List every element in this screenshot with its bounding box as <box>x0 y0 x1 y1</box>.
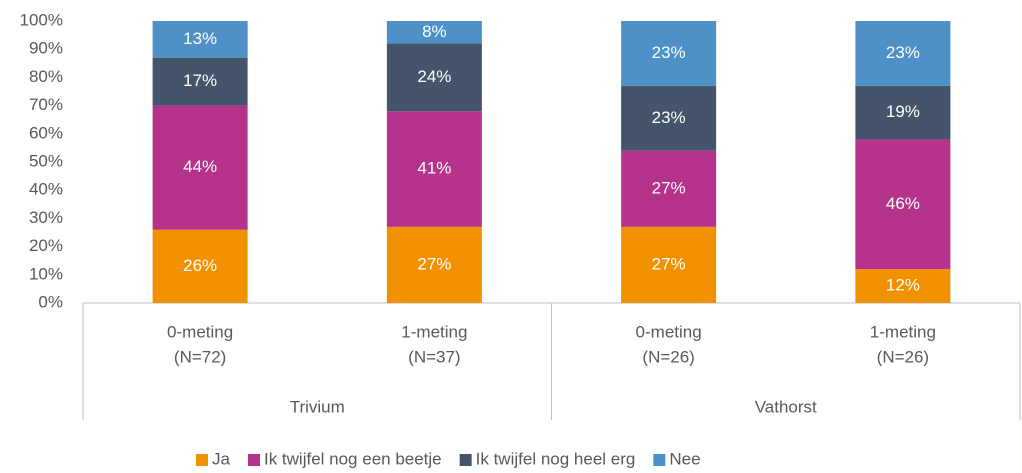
y-tick-label: 70% <box>29 95 63 114</box>
data-label: 23% <box>652 108 686 127</box>
bar-segment <box>152 105 248 230</box>
bar-segment <box>621 85 717 151</box>
bar-segment <box>386 111 482 227</box>
data-label: 26% <box>183 256 217 275</box>
legend-label: Ja <box>212 449 231 468</box>
legend-swatch <box>196 454 208 466</box>
data-label: 27% <box>417 254 451 273</box>
legend-label: Ik twijfel nog heel erg <box>476 449 636 468</box>
data-label: 19% <box>886 102 920 121</box>
bar-segment <box>152 229 248 303</box>
x-tick-label: 1-meting <box>401 322 467 341</box>
group-label: Trivium <box>290 397 345 416</box>
legend-swatch <box>459 454 472 466</box>
data-label: 23% <box>652 43 686 62</box>
bar-segment <box>621 226 717 303</box>
legend-label: Nee <box>669 449 700 468</box>
data-label: 17% <box>183 71 217 90</box>
data-label: 44% <box>183 157 217 176</box>
y-tick-label: 40% <box>29 180 63 199</box>
bar-segment <box>386 43 482 112</box>
x-tick-label: (N=26) <box>642 347 694 366</box>
bar-segment <box>386 226 482 303</box>
bar-segment <box>855 269 951 303</box>
x-tick-label: (N=26) <box>877 347 929 366</box>
bar-segment <box>386 21 482 44</box>
x-tick-label: 0-meting <box>636 322 702 341</box>
bar-segment <box>855 139 951 270</box>
data-label: 8% <box>422 22 447 41</box>
x-tick-label: 0-meting <box>167 322 233 341</box>
data-label: 23% <box>886 43 920 62</box>
y-tick-label: 10% <box>29 264 63 283</box>
x-tick-label: 1-meting <box>870 322 936 341</box>
bar-segment <box>152 21 248 58</box>
y-tick-label: 50% <box>29 151 63 170</box>
y-tick-label: 30% <box>29 208 63 227</box>
legend-swatch <box>653 454 666 466</box>
bar-segment <box>621 21 717 86</box>
bar-segment <box>855 21 951 86</box>
data-label: 46% <box>886 194 920 213</box>
y-tick-label: 20% <box>29 236 63 255</box>
group-label: Vathorst <box>755 397 817 416</box>
data-label: 12% <box>886 276 920 295</box>
y-tick-label: 80% <box>29 67 63 86</box>
y-tick-label: 0% <box>38 292 63 311</box>
data-label: 27% <box>652 178 686 197</box>
y-tick-label: 90% <box>29 39 63 58</box>
y-tick-label: 100% <box>20 10 63 29</box>
bar-segment <box>855 85 951 140</box>
x-tick-label: (N=37) <box>408 347 460 366</box>
data-label: 27% <box>652 254 686 273</box>
y-tick-label: 60% <box>29 123 63 142</box>
legend-swatch <box>247 454 260 466</box>
bar-segment <box>152 57 248 106</box>
data-label: 24% <box>417 67 451 86</box>
data-label: 13% <box>183 29 217 48</box>
x-tick-label: (N=72) <box>174 347 226 366</box>
data-label: 41% <box>417 159 451 178</box>
bar-segment <box>621 150 717 227</box>
legend-label: Ik twijfel nog een beetje <box>264 449 442 468</box>
